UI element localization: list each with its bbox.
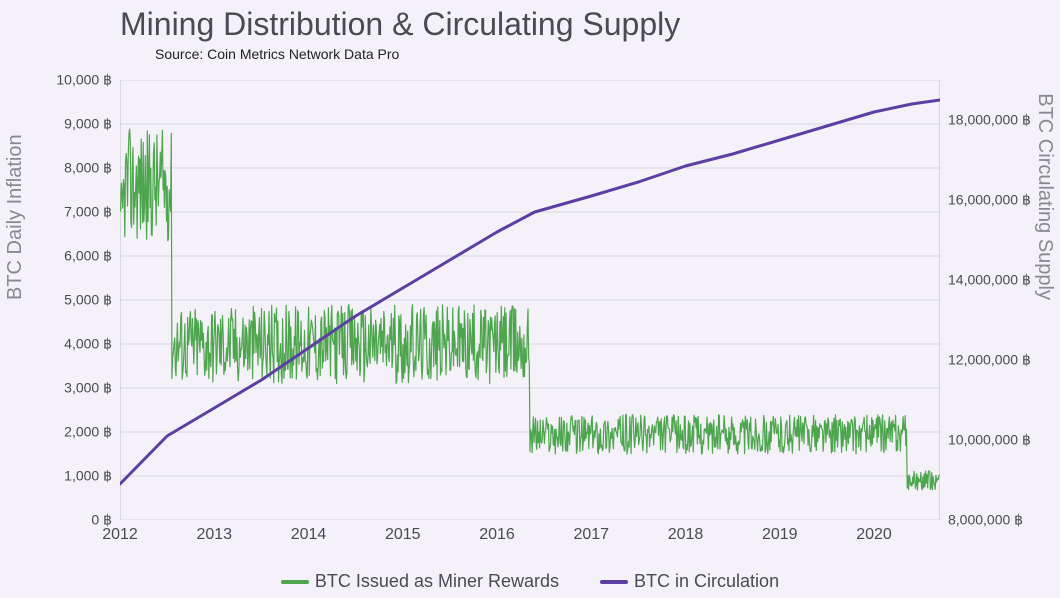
x-tick: 2019 [762,526,798,544]
x-tick: 2020 [856,526,892,544]
chart-subtitle: Source: Coin Metrics Network Data Pro [155,46,399,62]
legend: BTC Issued as Miner Rewards BTC in Circu… [0,568,1060,593]
x-tick: 2014 [291,526,327,544]
y-left-tick: 8,000 ฿ [32,160,112,177]
y-right-tick: 8,000,000 ฿ [948,512,1058,529]
x-tick: 2013 [196,526,232,544]
y-right-tick: 16,000,000 ฿ [948,192,1058,209]
plot-area [120,80,940,520]
x-tick: 2015 [385,526,421,544]
x-tick: 2018 [668,526,704,544]
legend-label-inflation: BTC Issued as Miner Rewards [315,571,559,592]
y-left-axis-title: BTC Daily Inflation [4,134,27,300]
y-left-tick: 9,000 ฿ [32,116,112,133]
legend-swatch-supply [600,580,628,584]
x-tick: 2016 [479,526,515,544]
y-right-tick: 18,000,000 ฿ [948,112,1058,129]
y-left-tick: 7,000 ฿ [32,204,112,221]
x-tick: 2012 [102,526,138,544]
legend-item-supply: BTC in Circulation [600,571,779,592]
y-right-tick: 12,000,000 ฿ [948,352,1058,369]
plot-svg [120,80,940,520]
legend-item-inflation: BTC Issued as Miner Rewards [281,571,559,592]
y-left-tick: 4,000 ฿ [32,336,112,353]
y-left-tick: 6,000 ฿ [32,248,112,265]
y-left-tick: 10,000 ฿ [32,72,112,89]
chart-container: Mining Distribution & Circulating Supply… [0,0,1060,598]
y-right-tick: 14,000,000 ฿ [948,272,1058,289]
y-left-tick: 0 ฿ [32,512,112,529]
x-tick: 2017 [573,526,609,544]
y-left-tick: 5,000 ฿ [32,292,112,309]
y-left-tick: 3,000 ฿ [32,380,112,397]
y-left-tick: 1,000 ฿ [32,468,112,485]
legend-label-supply: BTC in Circulation [634,571,779,592]
y-right-tick: 10,000,000 ฿ [948,432,1058,449]
legend-swatch-inflation [281,580,309,584]
chart-title: Mining Distribution & Circulating Supply [120,6,680,43]
y-left-tick: 2,000 ฿ [32,424,112,441]
